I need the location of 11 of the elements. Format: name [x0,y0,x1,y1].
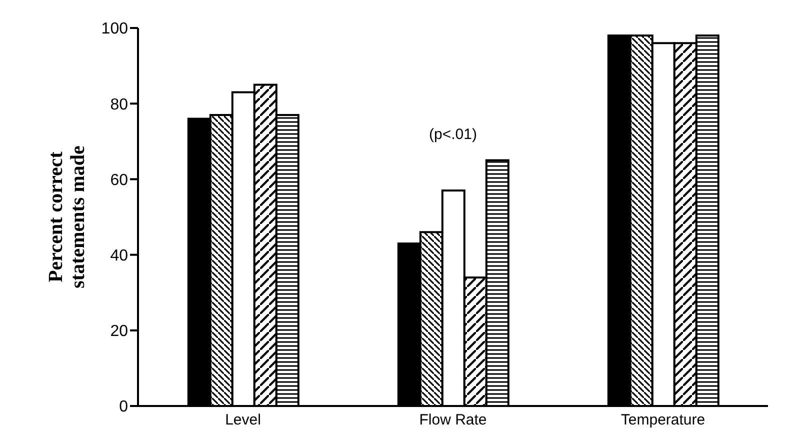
annotation: (p<.01) [428,126,478,143]
x-tick-label: Temperature [620,412,706,429]
y-tick-label: 0 [119,398,128,416]
y-tick-label: 20 [110,323,128,340]
y-tick-label: 60 [110,172,128,189]
y-tick-label: 100 [101,20,128,38]
y-tick-label: 80 [110,96,128,114]
x-tick-label: Flow Rate [419,412,487,429]
y-tick-label: 40 [110,247,128,264]
y-axis-title: Percent correct statements made [45,146,89,288]
x-tick-label: Level [225,412,261,429]
